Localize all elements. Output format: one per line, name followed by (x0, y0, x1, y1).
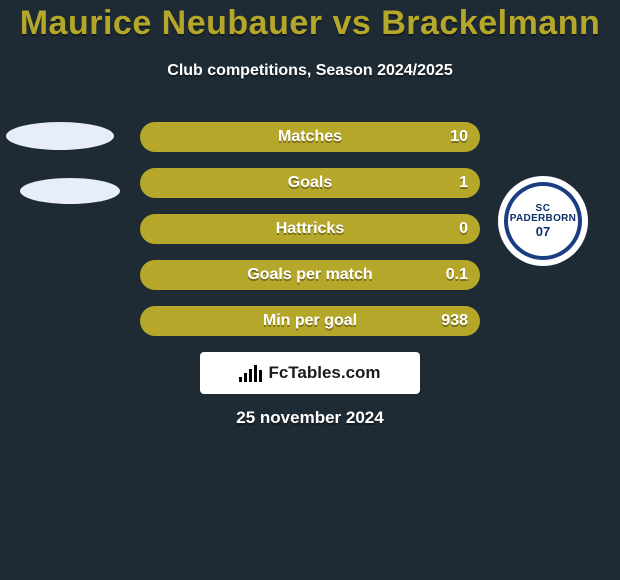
stats-block: Matches 10 Goals 1 Hattricks 0 Goals per… (140, 122, 480, 352)
stat-row: Goals per match 0.1 (140, 260, 480, 290)
stat-value: 938 (441, 306, 468, 336)
brand-text: FcTables.com (268, 363, 380, 383)
stat-value: 0 (459, 214, 468, 244)
card-title: Maurice Neubauer vs Brackelmann (0, 4, 620, 43)
comparison-card: Maurice Neubauer vs Brackelmann Club com… (0, 0, 620, 580)
left-placeholder-2 (20, 178, 120, 204)
generated-date: 25 november 2024 (0, 408, 620, 428)
bars-icon (239, 364, 262, 382)
stat-label: Goals per match (140, 260, 480, 290)
badge-num-text: 07 (536, 225, 550, 238)
stat-label: Matches (140, 122, 480, 152)
stat-row: Hattricks 0 (140, 214, 480, 244)
brand-box: FcTables.com (200, 352, 420, 394)
stat-label: Hattricks (140, 214, 480, 244)
stat-value: 1 (459, 168, 468, 198)
club-badge-right: SC PADERBORN 07 (498, 176, 588, 266)
stat-row: Matches 10 (140, 122, 480, 152)
stat-row: Min per goal 938 (140, 306, 480, 336)
card-subtitle: Club competitions, Season 2024/2025 (0, 62, 620, 80)
stat-value: 10 (450, 122, 468, 152)
badge-mid-text: PADERBORN (510, 214, 576, 224)
stat-row: Goals 1 (140, 168, 480, 198)
stat-label: Goals (140, 168, 480, 198)
stat-label: Min per goal (140, 306, 480, 336)
stat-value: 0.1 (446, 260, 468, 290)
club-badge-inner: SC PADERBORN 07 (511, 189, 576, 254)
left-placeholder-1 (6, 122, 114, 150)
